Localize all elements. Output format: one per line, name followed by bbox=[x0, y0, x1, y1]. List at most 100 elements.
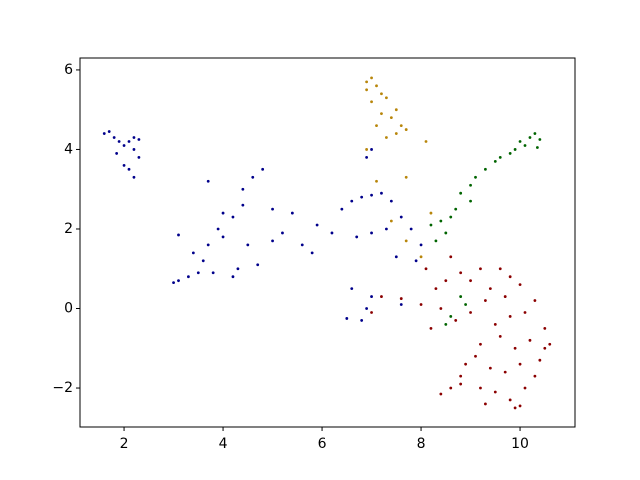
point bbox=[459, 271, 463, 275]
point bbox=[375, 179, 378, 183]
point bbox=[221, 235, 225, 239]
point bbox=[241, 203, 245, 207]
point bbox=[172, 281, 175, 285]
point bbox=[394, 255, 398, 259]
point bbox=[399, 215, 403, 219]
point bbox=[538, 358, 542, 362]
point bbox=[355, 235, 359, 239]
point bbox=[513, 148, 517, 151]
point bbox=[469, 199, 472, 203]
point bbox=[434, 239, 438, 243]
point bbox=[493, 390, 497, 394]
point bbox=[419, 243, 423, 247]
point bbox=[518, 362, 522, 366]
point bbox=[310, 251, 314, 255]
point bbox=[127, 140, 131, 143]
point bbox=[429, 326, 433, 330]
y-tick-label: −2 bbox=[52, 380, 73, 396]
point bbox=[533, 374, 537, 378]
point bbox=[424, 140, 428, 143]
point bbox=[389, 199, 393, 203]
point bbox=[399, 297, 403, 300]
point bbox=[523, 311, 527, 314]
point bbox=[370, 311, 373, 314]
point bbox=[439, 219, 443, 223]
point bbox=[484, 299, 487, 302]
point bbox=[498, 267, 502, 271]
point bbox=[365, 80, 369, 84]
point bbox=[508, 398, 512, 402]
point bbox=[503, 295, 507, 298]
point bbox=[385, 136, 388, 139]
point bbox=[256, 263, 260, 267]
point bbox=[419, 303, 423, 306]
point bbox=[449, 215, 453, 219]
point bbox=[375, 124, 378, 127]
point bbox=[409, 227, 413, 231]
point bbox=[444, 323, 448, 326]
point bbox=[315, 223, 319, 227]
point bbox=[469, 311, 472, 314]
point bbox=[107, 130, 111, 133]
point bbox=[380, 92, 383, 96]
point bbox=[404, 128, 408, 131]
point bbox=[548, 342, 552, 346]
point bbox=[429, 211, 433, 215]
point bbox=[122, 144, 126, 147]
point bbox=[484, 167, 487, 171]
point bbox=[271, 207, 274, 211]
point bbox=[365, 88, 369, 92]
point bbox=[127, 167, 131, 171]
point bbox=[424, 267, 428, 271]
point bbox=[518, 283, 522, 287]
point bbox=[523, 144, 527, 147]
point bbox=[439, 307, 443, 310]
point bbox=[191, 251, 195, 255]
point bbox=[201, 259, 205, 263]
plot-frame bbox=[79, 57, 576, 428]
point bbox=[399, 124, 403, 127]
point bbox=[360, 195, 364, 199]
point bbox=[479, 386, 482, 390]
x-tick-label: 8 bbox=[417, 436, 426, 452]
point bbox=[469, 183, 472, 187]
point bbox=[444, 279, 448, 283]
point bbox=[459, 382, 463, 386]
point bbox=[196, 271, 200, 275]
point bbox=[399, 303, 403, 306]
point bbox=[177, 279, 180, 283]
point bbox=[380, 112, 383, 116]
point bbox=[385, 227, 388, 231]
point bbox=[459, 295, 463, 298]
point bbox=[365, 307, 369, 310]
point bbox=[380, 191, 383, 195]
point bbox=[370, 193, 373, 197]
point bbox=[385, 96, 388, 100]
point bbox=[434, 287, 438, 291]
point bbox=[474, 175, 477, 179]
point bbox=[543, 346, 547, 350]
point bbox=[187, 275, 190, 279]
point bbox=[464, 362, 468, 366]
point bbox=[488, 366, 492, 370]
point bbox=[533, 299, 537, 302]
point bbox=[493, 159, 497, 163]
point bbox=[340, 207, 344, 211]
point bbox=[479, 342, 482, 346]
point bbox=[206, 179, 210, 183]
x-tick-label: 6 bbox=[318, 436, 327, 452]
point bbox=[518, 404, 522, 408]
x-tick-label: 10 bbox=[511, 436, 529, 452]
point bbox=[449, 386, 453, 390]
y-tick-label: 6 bbox=[64, 62, 73, 78]
point bbox=[290, 211, 294, 215]
point bbox=[444, 231, 448, 235]
point bbox=[404, 239, 408, 243]
point bbox=[132, 175, 136, 179]
point bbox=[474, 354, 477, 358]
point bbox=[439, 392, 443, 396]
point bbox=[251, 175, 255, 179]
point bbox=[241, 187, 245, 191]
y-tick-label: 2 bbox=[64, 221, 73, 237]
